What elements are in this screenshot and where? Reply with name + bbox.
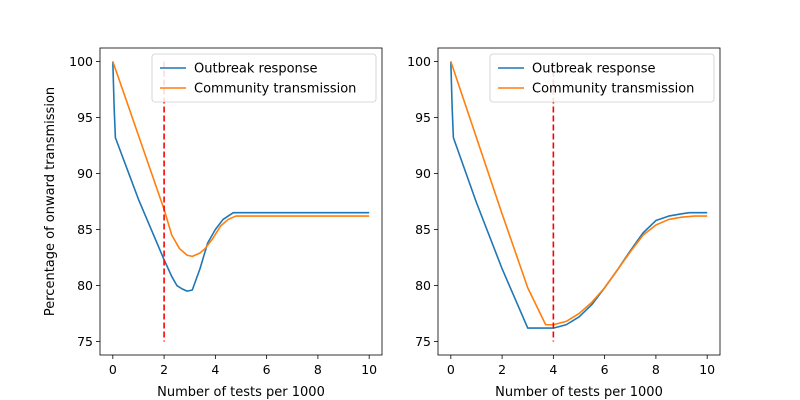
chart-2-xtick-label: 4 <box>549 362 557 377</box>
chart-2-ytick-label: 85 <box>415 222 431 237</box>
chart-1-legend: Outbreak response Community transmission <box>151 53 377 103</box>
chart-1-legend-label-2: Community transmission <box>194 82 356 97</box>
chart-2-legend-label-2: Community transmission <box>532 82 694 97</box>
chart-2-ytick-label: 95 <box>415 110 431 125</box>
chart-1-ytick-label: 75 <box>77 334 93 349</box>
chart-2-x-axis-title: Number of tests per 1000 <box>495 385 663 400</box>
chart-1-ytick-label: 95 <box>77 110 93 125</box>
chart-1: 0 2 4 6 8 10 75 80 85 90 95 100 Number of tests per … <box>43 47 383 400</box>
chart-1-ytick-label: 85 <box>77 222 93 237</box>
chart-2-series-1-line <box>450 61 708 329</box>
chart-1-ytick-label: 100 <box>69 54 93 69</box>
chart-1-xtick-label: 6 <box>263 362 271 377</box>
chart-1-series-2-line <box>112 61 370 258</box>
chart-2: 0 2 4 6 8 10 75 80 85 90 95 100 Number of tests per … <box>407 47 721 400</box>
chart-1-legend-box <box>151 53 377 103</box>
chart-1-ytick-label: 90 <box>77 166 93 181</box>
chart-1-xtick-label: 2 <box>160 362 168 377</box>
chart-1-x-axis-title: Number of tests per 1000 <box>157 385 325 400</box>
chart-1-series-1-line <box>112 61 370 292</box>
chart-1-xtick-label: 8 <box>314 362 322 377</box>
chart-2-ytick-label: 90 <box>415 166 431 181</box>
chart-2-xtick-label: 2 <box>498 362 506 377</box>
chart-2-legend: Outbreak response Community transmission <box>489 53 715 103</box>
chart-2-xtick-label: 0 <box>447 362 455 377</box>
chart-1-xtick-label: 4 <box>211 362 219 377</box>
chart-2-plot-frame <box>437 47 721 356</box>
chart-1-xtick-label: 0 <box>109 362 117 377</box>
chart-2-ytick-label: 80 <box>415 278 431 293</box>
chart-2-ytick-label: 75 <box>415 334 431 349</box>
chart-1-xtick-label: 10 <box>361 362 377 377</box>
chart-1-legend-label-1: Outbreak response <box>194 62 318 77</box>
chart-2-legend-label-1: Outbreak response <box>532 62 656 77</box>
chart-1-y-axis-title: Percentage of onward transmission <box>43 87 58 316</box>
chart-1-plot-frame <box>99 47 383 356</box>
chart-2-ytick-label: 100 <box>407 54 431 69</box>
chart-2-xtick-label: 8 <box>652 362 660 377</box>
chart-2-xtick-label: 6 <box>601 362 609 377</box>
chart-2-legend-box <box>489 53 715 103</box>
chart-2-xtick-label: 10 <box>699 362 715 377</box>
chart-2-series-2-line <box>450 61 708 326</box>
chart-1-ytick-label: 80 <box>77 278 93 293</box>
